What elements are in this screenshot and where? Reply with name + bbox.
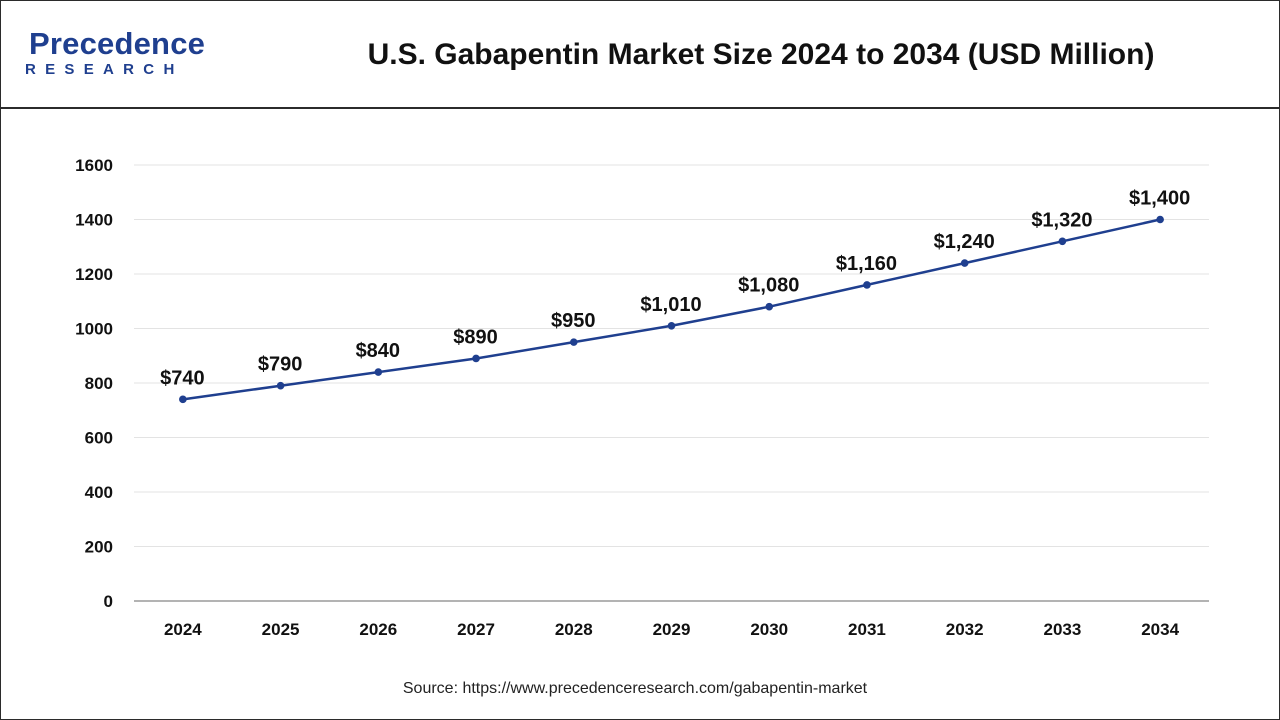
y-axis-ticks: 0 200 400 600 800 1000 1200 1400 1600 [75,156,113,611]
data-label: $1,320 [1031,209,1092,231]
data-point [667,321,676,330]
y-tick-label: 400 [85,483,113,502]
data-label: $890 [453,326,498,348]
x-tick-label: 2024 [164,620,202,639]
data-point [765,302,774,311]
data-label: $1,080 [738,275,799,297]
data-label: $1,400 [1129,188,1190,210]
data-label: $1,160 [836,253,897,275]
data-label: $1,010 [640,294,701,316]
y-tick-label: 1000 [75,320,113,339]
data-point [179,395,187,404]
data-point [472,354,480,363]
brand-subtitle: RESEARCH [25,61,184,78]
brand-initial: P [29,26,50,61]
x-tick-label: 2032 [946,620,984,639]
data-label: $840 [356,340,401,362]
data-point [1156,215,1164,224]
data-point [374,368,383,376]
data-label: $790 [258,354,303,376]
x-tick-label: 2029 [653,620,691,639]
x-tick-label: 2027 [457,620,495,639]
x-tick-label: 2030 [750,620,788,639]
brand-name: recedence [49,26,206,61]
source-note: Source: https://www.precedenceresearch.c… [402,680,868,697]
gridlines [134,164,1209,547]
y-tick-label: 200 [85,538,113,557]
x-tick-label: 2025 [262,620,300,639]
x-axis-ticks: 2024 2025 2026 2027 2028 2029 2030 2031 2032 2033… [164,620,1180,639]
x-tick-label: 2026 [359,620,397,639]
y-tick-label: 0 [104,592,113,611]
data-label: $950 [551,310,596,332]
y-tick-label: 800 [85,374,113,393]
y-tick-label: 1400 [75,211,113,230]
x-tick-label: 2028 [555,620,593,639]
y-tick-label: 1200 [75,265,113,284]
brand-logo: Precedence RESEARCH [23,27,223,87]
data-point [863,281,871,289]
data-point [276,381,285,390]
header-bar: Precedence RESEARCH U.S. Gabapentin Mark… [1,1,1279,109]
brand-wordmark: Precedence [29,27,205,61]
x-tick-label: 2034 [1141,620,1179,639]
data-label: $1,240 [934,231,995,253]
data-points [179,215,1164,404]
x-tick-label: 2033 [1043,620,1081,639]
data-point [569,338,578,346]
chart-title: U.S. Gabapentin Market Size 2024 to 2034… [367,38,1155,71]
data-label: $740 [160,367,205,389]
data-labels: $740 $790 $840 $890 $950 $1,010 $1,080 $1,160 $1… [160,188,1190,390]
y-tick-label: 1600 [75,156,113,175]
x-tick-label: 2031 [848,620,886,639]
data-point [1058,237,1067,246]
data-point [960,259,969,267]
y-tick-label: 600 [85,429,113,448]
